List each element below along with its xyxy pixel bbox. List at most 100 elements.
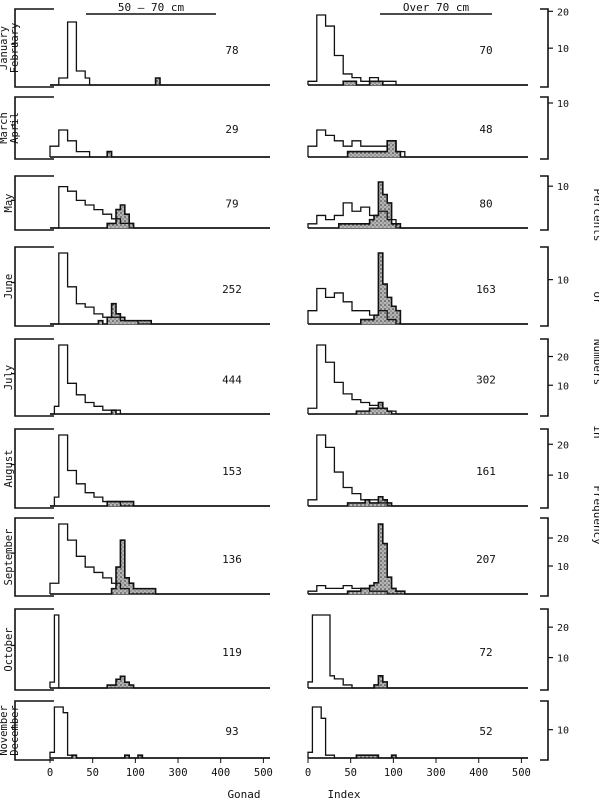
left-panel-frame bbox=[14, 96, 54, 160]
month-panel: 10 29 48 March April bbox=[0, 96, 569, 160]
right-axis-tick-label: 10 bbox=[557, 471, 569, 482]
right-axis-tick-label: 10 bbox=[557, 654, 569, 665]
month-label: April bbox=[9, 112, 21, 144]
left-sample-size: 93 bbox=[225, 725, 238, 738]
right-ripe-bars bbox=[308, 80, 528, 86]
right-sample-size: 161 bbox=[476, 465, 496, 478]
left-panel-frame bbox=[14, 700, 54, 761]
right-sample-size: 207 bbox=[476, 553, 496, 566]
right-open-bars bbox=[307, 706, 528, 759]
x-axis-label-left: Gonad bbox=[227, 788, 260, 800]
right-open-bars bbox=[307, 344, 528, 415]
left-ripe-bars bbox=[50, 539, 270, 595]
left-open-bars bbox=[49, 614, 270, 689]
left-group-header: 50 – 70 cm bbox=[86, 1, 216, 15]
right-axis-tick-label: 20 bbox=[557, 623, 569, 634]
month-panel: 20 10 153 161 August bbox=[3, 428, 569, 509]
month-panel: 20 10 78 70 January February bbox=[0, 7, 569, 88]
right-panel-frame bbox=[540, 8, 549, 88]
right-ripe-bars bbox=[308, 675, 528, 689]
right-open-bars bbox=[307, 584, 528, 595]
right-open-bars bbox=[307, 287, 528, 325]
left-open-bars bbox=[50, 434, 270, 507]
right-axis-tick-label: 20 bbox=[557, 7, 569, 18]
right-panel-frame bbox=[540, 608, 549, 691]
left-sample-size: 119 bbox=[222, 646, 242, 659]
right-ripe-bars bbox=[308, 495, 528, 507]
left-ripe-bars bbox=[50, 204, 270, 229]
left-panel-frame bbox=[14, 246, 54, 327]
right-axis-tick-label: 20 bbox=[557, 440, 569, 451]
left-panel-frame bbox=[14, 338, 54, 417]
month-label: February bbox=[9, 23, 21, 74]
left-x-tick-label: 50 bbox=[86, 767, 99, 779]
right-x-tick-label: 50 bbox=[344, 767, 357, 779]
right-x-tick-label: 500 bbox=[512, 767, 531, 779]
left-x-tick-label: 100 bbox=[126, 767, 145, 779]
month-panel: 10 93 52 November December bbox=[0, 700, 569, 761]
y-axis-word-in: in bbox=[591, 425, 599, 438]
left-sample-size: 78 bbox=[225, 44, 238, 57]
left-sample-size: 252 bbox=[222, 283, 242, 296]
month-label: September bbox=[3, 529, 15, 586]
left-sample-size: 153 bbox=[222, 465, 242, 478]
month-panel: 20 10 136 207 September bbox=[3, 517, 569, 597]
right-ripe-bars bbox=[308, 401, 528, 415]
y-axis-title: Frequency in Numbers or Percents bbox=[591, 189, 599, 546]
left-x-tick-label: 400 bbox=[211, 767, 230, 779]
right-panel-frame bbox=[540, 517, 549, 597]
right-group-header: Over 70 cm bbox=[380, 1, 492, 15]
left-sample-size: 444 bbox=[222, 374, 242, 387]
right-open-bars bbox=[307, 202, 528, 229]
month-label: January bbox=[0, 26, 10, 70]
right-panel-frame bbox=[540, 338, 549, 417]
month-panel: 10 79 80 May bbox=[3, 175, 569, 231]
left-open-bars bbox=[50, 185, 270, 229]
right-sample-size: 163 bbox=[476, 283, 496, 296]
month-label: June bbox=[3, 274, 15, 299]
left-sample-size: 29 bbox=[225, 123, 238, 136]
right-axis-tick-label: 10 bbox=[557, 726, 569, 737]
right-axis-tick-label: 20 bbox=[557, 353, 569, 364]
left-x-tick-label: 0 bbox=[47, 767, 53, 779]
right-axis-tick-label: 10 bbox=[557, 562, 569, 573]
right-open-bars bbox=[307, 614, 528, 689]
month-panel: 20 10 119 72 October bbox=[3, 608, 569, 691]
right-ripe-bars bbox=[308, 140, 528, 158]
right-sample-size: 48 bbox=[479, 123, 492, 136]
right-x-tick-label: 100 bbox=[384, 767, 403, 779]
left-panel-frame bbox=[14, 428, 54, 509]
right-sample-size: 80 bbox=[479, 197, 492, 210]
right-sample-size: 52 bbox=[479, 725, 492, 738]
right-axis-tick-label: 10 bbox=[557, 276, 569, 287]
month-panel: 10 252 163 June bbox=[3, 246, 569, 327]
left-sample-size: 79 bbox=[225, 197, 238, 210]
x-axis-tick-labels: 0 0 50 50 100 100 300 300 400 400 500 500 bbox=[47, 758, 531, 779]
month-label: May bbox=[3, 194, 15, 213]
left-sample-size: 136 bbox=[222, 553, 242, 566]
left-ripe-bars bbox=[50, 150, 270, 158]
right-sample-size: 72 bbox=[479, 646, 492, 659]
left-panel-frame bbox=[14, 517, 54, 597]
right-panel-frame bbox=[540, 175, 549, 231]
right-sample-size: 302 bbox=[476, 374, 496, 387]
right-axis-tick-label: 10 bbox=[557, 99, 569, 110]
left-open-bars bbox=[50, 252, 270, 325]
right-axis-tick-label: 20 bbox=[557, 534, 569, 545]
right-axis-tick-label: 10 bbox=[557, 182, 569, 193]
right-open-bars bbox=[307, 14, 528, 86]
y-axis-word-percents: Percents bbox=[591, 189, 599, 242]
right-x-tick-label: 400 bbox=[469, 767, 488, 779]
y-axis-word-frequency: Frequency bbox=[591, 485, 599, 545]
right-panel-frame bbox=[540, 96, 549, 160]
month-label: November bbox=[0, 705, 10, 756]
left-panel-frame bbox=[14, 8, 54, 88]
right-x-tick-label: 300 bbox=[427, 767, 446, 779]
left-x-tick-label: 300 bbox=[169, 767, 188, 779]
month-label: March bbox=[0, 112, 10, 144]
left-open-bars bbox=[50, 344, 270, 415]
right-panel-frame bbox=[540, 428, 549, 509]
month-panel: 20 10 444 302 July bbox=[3, 338, 569, 417]
month-label: October bbox=[3, 627, 15, 671]
